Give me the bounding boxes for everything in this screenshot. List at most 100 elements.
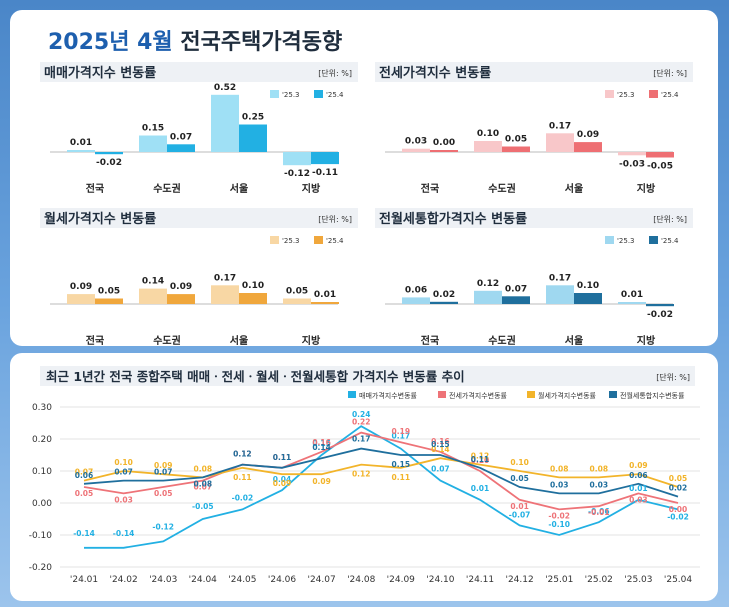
y-tick-label: 0.10 xyxy=(32,467,52,477)
bar xyxy=(211,94,239,152)
line-data-label: 0.07 xyxy=(431,465,450,474)
bar xyxy=(139,135,167,152)
line-chart-title: 최근 1년간 전국 종합주택 매매ㆍ전세ㆍ월세ㆍ전월세통합 가격지수 변동률 추… xyxy=(46,369,465,384)
bar-panel-header xyxy=(375,208,693,228)
bar-value-label: 0.15 xyxy=(142,124,164,134)
line-data-label: 0.12 xyxy=(233,450,252,459)
bar-value-label: -0.03 xyxy=(619,159,645,169)
legend-swatch xyxy=(314,236,323,244)
bar xyxy=(618,152,646,156)
category-label: 지방 xyxy=(302,182,321,195)
bar xyxy=(311,152,339,165)
x-tick-label: '24.12 xyxy=(505,575,533,585)
bar xyxy=(239,293,267,304)
line-data-label: 0.01 xyxy=(510,502,529,511)
y-tick-label: 0.00 xyxy=(32,499,52,509)
y-tick-label: 0.20 xyxy=(32,435,52,445)
x-tick-label: '24.07 xyxy=(307,575,335,585)
line-data-label: 0.12 xyxy=(352,470,371,479)
bar-value-label: 0.07 xyxy=(505,284,527,294)
line-data-label: -0.01 xyxy=(588,508,610,517)
bar xyxy=(95,298,123,304)
bar xyxy=(430,301,458,304)
bar xyxy=(402,297,430,304)
category-label: 지방 xyxy=(637,182,656,195)
bar-panel-unit: [단위: %] xyxy=(653,68,687,78)
line-data-label: 0.05 xyxy=(669,474,688,483)
y-tick-label: 0.30 xyxy=(32,403,52,413)
line-data-label: 0.11 xyxy=(273,453,292,462)
bar-panel-unit: [단위: %] xyxy=(318,68,352,78)
x-tick-label: '25.04 xyxy=(664,575,693,585)
bar-value-label: 0.10 xyxy=(242,281,264,291)
line-data-label: 0.07 xyxy=(114,468,133,477)
bar-value-label: 0.17 xyxy=(549,273,571,283)
line-data-label: 0.07 xyxy=(194,483,213,492)
line-data-label: 0.03 xyxy=(114,495,133,504)
line-data-label: 0.12 xyxy=(471,452,490,461)
line-legend-swatch xyxy=(348,391,356,398)
category-label: 서울 xyxy=(230,334,248,347)
x-tick-label: '24.03 xyxy=(149,575,177,585)
category-label: 수도권 xyxy=(488,183,516,195)
page-title-text: 전국주택가격동향 xyxy=(180,30,343,55)
page-title-year: 2025년 4월 xyxy=(48,30,173,55)
legend-label: '25.4 xyxy=(661,237,679,245)
line-data-label: 0.11 xyxy=(273,453,292,462)
bar xyxy=(139,288,167,304)
line-data-label: 0.10 xyxy=(471,456,490,465)
line-data-label: 0.14 xyxy=(431,445,450,454)
legend-label: '25.3 xyxy=(282,237,300,245)
line-data-label: -0.14 xyxy=(73,529,95,538)
category-label: 수도권 xyxy=(153,335,181,347)
x-tick-label: '25.03 xyxy=(624,575,652,585)
line-data-label: 0.09 xyxy=(629,461,648,470)
bar xyxy=(474,141,502,152)
x-tick-label: '25.01 xyxy=(545,575,573,585)
category-label: 서울 xyxy=(565,334,583,347)
legend-swatch xyxy=(270,236,279,244)
line-data-label: 0.17 xyxy=(392,432,411,441)
bar-value-label: 0.52 xyxy=(214,83,236,93)
bar xyxy=(167,144,195,152)
category-label: 전국 xyxy=(421,334,439,347)
x-tick-label: '25.02 xyxy=(585,575,613,585)
bar-value-label: 0.00 xyxy=(433,138,455,148)
bar xyxy=(574,142,602,152)
category-label: 전국 xyxy=(86,182,104,195)
line-data-label: 0.08 xyxy=(550,464,569,473)
bar-value-label: -0.05 xyxy=(647,162,673,172)
bar xyxy=(67,294,95,304)
category-label: 서울 xyxy=(230,182,248,195)
line-data-label: -0.07 xyxy=(509,510,531,519)
line-data-label: 0.05 xyxy=(154,489,173,498)
bar xyxy=(546,285,574,304)
bar-value-label: -0.12 xyxy=(284,169,310,179)
bar-value-label: 0.09 xyxy=(170,282,192,292)
bar xyxy=(239,124,267,152)
bar-value-label: 0.06 xyxy=(405,285,427,295)
line-data-label: 0.11 xyxy=(392,473,411,482)
line-data-label: 0.08 xyxy=(194,464,213,473)
bar-value-label: 0.10 xyxy=(477,129,499,139)
line-data-label: 0.07 xyxy=(154,468,173,477)
line-legend-label: 전월세통합지수변동률 xyxy=(620,391,685,400)
bar xyxy=(646,152,674,158)
category-label: 수도권 xyxy=(153,183,181,195)
bar-value-label: 0.12 xyxy=(477,279,499,289)
legend-label: '25.4 xyxy=(661,91,679,99)
bar xyxy=(311,302,339,304)
bar-value-label: 0.09 xyxy=(70,282,92,292)
bar xyxy=(546,133,574,152)
bar-value-label: -0.02 xyxy=(647,310,673,320)
line-data-label: 0.14 xyxy=(312,443,331,452)
bar xyxy=(167,294,195,304)
bar xyxy=(211,285,239,304)
line-data-label: 0.08 xyxy=(194,479,213,488)
bar xyxy=(618,302,646,304)
bar xyxy=(67,150,95,152)
line-data-label: 0.16 xyxy=(312,438,331,447)
line-data-label: 0.00 xyxy=(669,505,688,514)
bar xyxy=(402,148,430,152)
